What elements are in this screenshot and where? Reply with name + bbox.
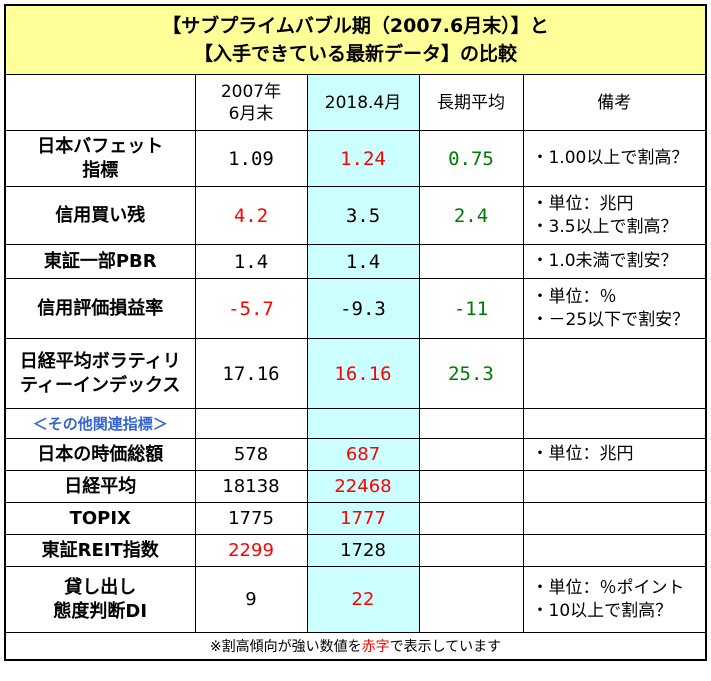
value-longterm [418, 438, 524, 471]
title-line-1: 【サブプライムバブル期（2007.6月末）】と [162, 15, 549, 37]
header-2007-line2: 6月末 [228, 103, 274, 124]
table-row: TOPIX 1775 1777 [4, 502, 707, 535]
row-note: ・単位：兆円 ・3.5以上で割高？ [522, 186, 707, 245]
value-2018: 22468 [306, 470, 420, 503]
row-note: ・単位：兆円 [522, 438, 707, 471]
footnote-text-2: で表示しています [389, 639, 502, 655]
table-row: 信用買い残 4.2 3.5 2.4 ・単位：兆円 ・3.5以上で割高？ [4, 186, 707, 245]
empty-cell [418, 408, 524, 439]
value-2018: 1.4 [306, 244, 420, 279]
row-note: ・1.0未満で割安？ [522, 244, 707, 279]
empty-cell [306, 408, 420, 439]
header-blank [4, 74, 196, 131]
header-2007-line1: 2007年 [220, 81, 282, 102]
row-label: 日経平均ボラティリ ティーインデックス [4, 338, 196, 409]
value-2007: -5.7 [194, 278, 308, 339]
value-longterm: 25.3 [418, 338, 524, 409]
value-longterm: -11 [418, 278, 524, 339]
value-2018: 16.16 [306, 338, 420, 409]
row-label: 信用買い残 [4, 186, 196, 245]
header-2018: 2018.4月 [306, 74, 420, 131]
footnote-text-1: ※割高傾向が強い数値を [209, 639, 362, 655]
value-longterm: 2.4 [418, 186, 524, 245]
table-row: 貸し出し 態度判断DI 9 22 ・単位：％ポイント ・10以上で割高？ [4, 566, 707, 633]
value-longterm [418, 534, 524, 567]
value-2007: 18138 [194, 470, 308, 503]
value-longterm [418, 566, 524, 633]
empty-cell [522, 408, 707, 439]
value-2007: 1.4 [194, 244, 308, 279]
title-line-2: 【入手できている最新データ】の比較 [194, 43, 518, 65]
row-label: TOPIX [4, 502, 196, 535]
header-notes: 備考 [522, 74, 707, 131]
value-2007: 9 [194, 566, 308, 633]
value-2018: 1728 [306, 534, 420, 567]
value-2007: 17.16 [194, 338, 308, 409]
table-row: 東証一部PBR 1.4 1.4 ・1.0未満で割安？ [4, 244, 707, 279]
value-2018: 1.24 [306, 130, 420, 187]
row-label: 日本バフェット 指標 [4, 130, 196, 187]
value-2007: 1775 [194, 502, 308, 535]
value-2018: 22 [306, 566, 420, 633]
table-row: 日経平均 18138 22468 [4, 470, 707, 503]
table-row: 日本バフェット 指標 1.09 1.24 0.75 ・1.00以上で割高？ [4, 130, 707, 187]
row-label: 貸し出し 態度判断DI [4, 566, 196, 633]
row-note [522, 470, 707, 503]
row-note: ・1.00以上で割高？ [522, 130, 707, 187]
value-2007: 4.2 [194, 186, 308, 245]
value-2018: 687 [306, 438, 420, 471]
header-longterm: 長期平均 [418, 74, 524, 131]
row-label: 東証一部PBR [4, 244, 196, 279]
empty-cell [194, 408, 308, 439]
section-row: ＜その他関連指標＞ [4, 408, 707, 439]
header-row: 2007年 6月末 2018.4月 長期平均 備考 [4, 74, 707, 131]
table-row: 東証REIT指数 2299 1728 [4, 534, 707, 567]
row-label: 東証REIT指数 [4, 534, 196, 567]
row-label: 日本の時価総額 [4, 438, 196, 471]
row-note: ・単位：％ ・－25以下で割安？ [522, 278, 707, 339]
value-2007: 1.09 [194, 130, 308, 187]
value-2007: 2299 [194, 534, 308, 567]
value-2007: 578 [194, 438, 308, 471]
table-title: 【サブプライムバブル期（2007.6月末）】と 【入手できている最新データ】の比… [4, 4, 707, 75]
value-2018: 1777 [306, 502, 420, 535]
other-section-label: ＜その他関連指標＞ [4, 408, 196, 439]
footnote-red-word: 赤字 [361, 639, 390, 655]
row-note [522, 338, 707, 409]
header-2007: 2007年 6月末 [194, 74, 308, 131]
value-longterm [418, 470, 524, 503]
table-row: 日本の時価総額 578 687 ・単位：兆円 [4, 438, 707, 471]
comparison-table: 【サブプライムバブル期（2007.6月末）】と 【入手できている最新データ】の比… [4, 4, 708, 661]
value-2018: -9.3 [306, 278, 420, 339]
value-2018: 3.5 [306, 186, 420, 245]
table-row: 日経平均ボラティリ ティーインデックス 17.16 16.16 25.3 [4, 338, 707, 409]
row-note [522, 502, 707, 535]
row-label: 日経平均 [4, 470, 196, 503]
value-longterm: 0.75 [418, 130, 524, 187]
row-note [522, 534, 707, 567]
row-note: ・単位：％ポイント ・10以上で割高？ [522, 566, 707, 633]
table-footnote: ※割高傾向が強い数値を赤字で表示しています [4, 632, 707, 661]
row-label: 信用評価損益率 [4, 278, 196, 339]
value-longterm [418, 244, 524, 279]
table-row: 信用評価損益率 -5.7 -9.3 -11 ・単位：％ ・－25以下で割安？ [4, 278, 707, 339]
value-longterm [418, 502, 524, 535]
